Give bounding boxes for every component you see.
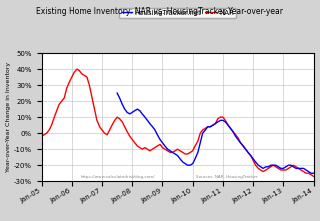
HousingTracker.net <box>228 127 232 130</box>
NAR <box>188 151 192 154</box>
HousingTracker.net <box>312 172 316 175</box>
HousingTracker.net <box>259 166 263 168</box>
NAR <box>312 175 316 178</box>
HousingTracker.net <box>163 145 167 147</box>
NAR <box>221 116 225 118</box>
Line: HousingTracker.net: HousingTracker.net <box>117 93 314 173</box>
NAR <box>75 68 79 70</box>
NAR <box>133 141 137 144</box>
Y-axis label: Year-over-Year Change in Inventory: Year-over-Year Change in Inventory <box>6 62 11 172</box>
HousingTracker.net <box>168 149 172 152</box>
Text: https://www.calculatedriskblog.com/: https://www.calculatedriskblog.com/ <box>80 175 155 179</box>
NAR <box>191 149 195 152</box>
NAR <box>60 100 64 102</box>
Legend: HousingTracker.net, NAR: HousingTracker.net, NAR <box>119 8 236 18</box>
HousingTracker.net <box>309 172 313 175</box>
NAR <box>118 117 122 120</box>
HousingTracker.net <box>115 92 119 94</box>
NAR <box>40 135 44 138</box>
Text: Existing Home Inventory: NAR vs. HousingTracker Year-over-year: Existing Home Inventory: NAR vs. Housing… <box>36 7 284 16</box>
HousingTracker.net <box>196 151 200 154</box>
HousingTracker.net <box>193 157 197 160</box>
Text: Sources: NAR, HousingTracker: Sources: NAR, HousingTracker <box>196 175 257 179</box>
Line: NAR: NAR <box>42 69 314 176</box>
